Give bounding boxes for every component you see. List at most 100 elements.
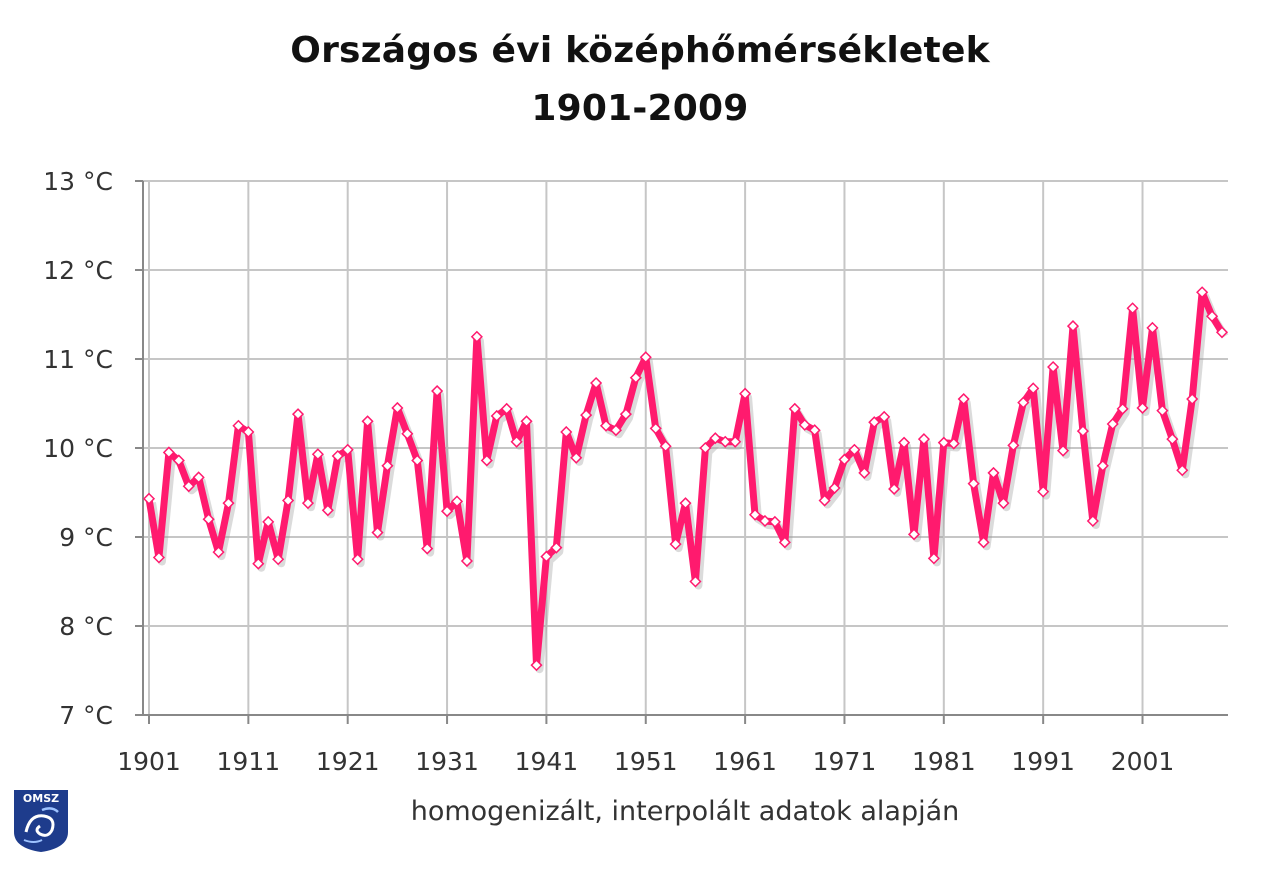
- y-tick-label: 9 °C: [59, 523, 113, 552]
- data-point: [142, 492, 156, 505]
- data-point: [629, 371, 642, 384]
- data-point: [391, 401, 404, 415]
- data-point: [818, 494, 831, 507]
- data-point: [679, 497, 692, 510]
- data-point: [937, 436, 950, 449]
- data-point: [272, 553, 285, 566]
- chart-subtitle: 1901-2009: [531, 88, 749, 129]
- data-point: [609, 424, 623, 437]
- x-tick-label: 1941: [515, 747, 579, 776]
- data-point: [639, 351, 652, 364]
- data-point: [917, 433, 931, 446]
- data-point: [848, 443, 861, 456]
- data-point: [510, 435, 523, 448]
- data-point: [411, 454, 424, 467]
- data-point: [907, 528, 921, 541]
- x-tick-label: 1901: [117, 747, 181, 776]
- data-point: [987, 466, 1000, 479]
- data-point: [480, 454, 493, 467]
- data-point: [768, 515, 781, 528]
- data-point: [172, 454, 185, 467]
- data-point: [580, 409, 593, 422]
- x-tick-label: 1991: [1011, 747, 1075, 776]
- data-point: [361, 415, 374, 428]
- y-tick-label: 12 °C: [43, 256, 113, 285]
- data-point: [858, 466, 871, 479]
- data-point: [1086, 514, 1099, 528]
- data-point: [699, 441, 712, 455]
- data-point: [570, 451, 583, 464]
- data-point: [997, 497, 1010, 510]
- data-point: [1076, 425, 1089, 438]
- x-tick-label: 1931: [415, 747, 479, 776]
- data-point: [1096, 459, 1109, 472]
- data-point: [838, 453, 851, 466]
- data-point: [182, 480, 195, 493]
- data-point: [421, 542, 434, 555]
- data-point: [152, 551, 165, 564]
- data-point: [967, 477, 980, 490]
- data-point: [709, 432, 722, 445]
- data-point: [440, 505, 454, 518]
- chart-title: Országos évi középhőmérsékletek: [290, 30, 990, 71]
- data-point: [460, 554, 473, 568]
- data-point: [888, 482, 901, 496]
- data-point: [868, 416, 881, 429]
- data-point: [282, 494, 295, 507]
- logo-text: OMSZ: [23, 792, 59, 805]
- data-point: [1056, 444, 1070, 457]
- x-tick-label: 1921: [316, 747, 380, 776]
- data-point: [530, 659, 543, 672]
- data-point: [262, 515, 275, 528]
- data-point: [947, 437, 960, 450]
- data-point: [242, 425, 255, 439]
- omsz-logo: OMSZ: [12, 788, 70, 854]
- data-point: [381, 459, 394, 472]
- data-point: [520, 415, 533, 428]
- data-point: [550, 541, 563, 554]
- data-point: [1066, 320, 1080, 333]
- data-point: [878, 410, 891, 423]
- data-point: [808, 424, 821, 437]
- data-point: [1146, 321, 1159, 334]
- data-point: [1166, 433, 1179, 446]
- data-point: [192, 471, 205, 484]
- data-point: [689, 575, 702, 588]
- data-point: [291, 408, 305, 421]
- data-point: [898, 436, 911, 449]
- data-point: [470, 330, 483, 343]
- data-point: [778, 536, 791, 549]
- x-tick-label: 1961: [713, 747, 777, 776]
- data-point: [599, 419, 613, 432]
- data-point: [1206, 310, 1219, 323]
- data-point: [619, 408, 632, 421]
- data-point: [232, 419, 245, 432]
- data-point: [331, 449, 344, 463]
- data-point: [212, 546, 225, 559]
- x-axis-label: homogenizált, interpolált adatok alapján: [410, 796, 960, 827]
- omsz-logo-icon: OMSZ: [14, 790, 68, 852]
- x-tick-label: 1971: [813, 747, 877, 776]
- data-point: [669, 538, 682, 551]
- data-point: [739, 387, 752, 400]
- data-point: [202, 513, 215, 526]
- data-point: [560, 425, 573, 439]
- data-point: [1215, 326, 1229, 339]
- data-point: [957, 392, 970, 406]
- data-point: [1017, 396, 1030, 409]
- y-tick-label: 11 °C: [43, 345, 113, 374]
- data-point: [1126, 302, 1139, 315]
- data-point: [748, 508, 762, 521]
- data-point: [540, 550, 553, 563]
- data-point: [1196, 286, 1209, 299]
- data-point: [222, 497, 235, 510]
- data-point: [758, 514, 772, 528]
- data-point: [788, 402, 801, 415]
- data-point: [431, 384, 444, 398]
- data-point: [252, 557, 265, 570]
- y-tick-label: 10 °C: [43, 434, 113, 463]
- y-tick-label: 8 °C: [59, 612, 113, 641]
- x-tick-label: 1951: [614, 747, 678, 776]
